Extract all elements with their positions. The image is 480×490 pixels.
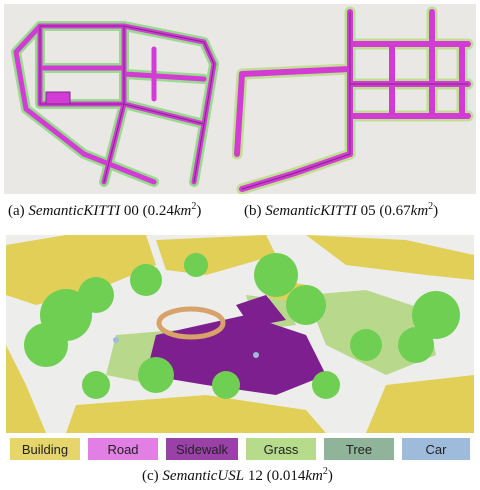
legend-label: Sidewalk — [175, 441, 229, 457]
scene-details — [113, 306, 259, 358]
map-b-edges — [241, 11, 469, 190]
map-panel-a — [4, 4, 234, 194]
kitti-05-map — [232, 6, 474, 194]
legend: Building Road Sidewalk Grass Tree Car — [10, 438, 470, 462]
map-a-edges — [39, 25, 215, 183]
kitti-00-map — [11, 21, 219, 187]
legend-car: Car — [402, 438, 470, 460]
legend-label: Tree — [345, 441, 373, 457]
caption-a: (a) SemanticKITTI 00 (0.24km2) — [8, 201, 202, 219]
caption-c: (c) SemanticUSL 12 (0.014km2) — [142, 466, 333, 484]
legend-tree: Tree — [324, 438, 394, 460]
legend-label: Car — [425, 441, 447, 457]
map-panel-c — [6, 235, 474, 433]
legend-label: Grass — [263, 441, 299, 457]
legend-sidewalk: Sidewalk — [166, 438, 238, 460]
legend-label: Road — [107, 441, 139, 457]
legend-building: Building — [10, 438, 80, 460]
caption-b: (b) SemanticKITTI 05 (0.67km2) — [244, 201, 439, 219]
semanticusl-12-scene — [6, 235, 474, 433]
map-b-roads — [234, 9, 471, 192]
legend-road: Road — [88, 438, 158, 460]
legend-grass: Grass — [246, 438, 316, 460]
legend-label: Building — [21, 441, 69, 457]
map-a-block — [45, 91, 71, 105]
map-panel-b — [232, 4, 476, 194]
scene-trees — [24, 253, 460, 399]
